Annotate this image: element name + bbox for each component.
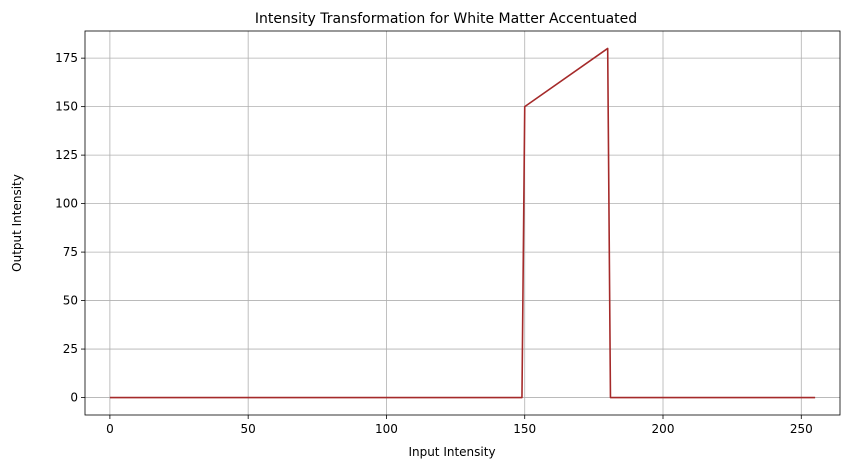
x-tick-label: 250	[790, 422, 813, 436]
grid	[85, 31, 840, 415]
series-line	[109, 47, 816, 399]
y-axis-label: Output Intensity	[10, 174, 24, 272]
y-tick-label: 100	[55, 197, 78, 211]
x-ticks: 0 50 100 150 200 250	[106, 415, 813, 436]
chart-title: Intensity Transformation for White Matte…	[255, 11, 637, 27]
y-tick-label: 150	[55, 100, 78, 114]
plot-frame	[84, 30, 841, 416]
y-tick-label: 0	[70, 391, 78, 405]
y-tick-label: 75	[63, 245, 78, 259]
x-axis-label: Input Intensity	[408, 445, 495, 459]
x-tick-label: 50	[241, 422, 256, 436]
y-tick-label: 25	[63, 342, 78, 356]
x-tick-label: 100	[375, 422, 398, 436]
y-tick-label: 175	[55, 51, 78, 65]
series-layer	[109, 47, 816, 399]
x-tick-label: 0	[106, 422, 114, 436]
y-tick-label: 125	[55, 148, 78, 162]
x-tick-label: 150	[513, 422, 536, 436]
y-tick-label: 50	[63, 294, 78, 308]
y-ticks: 0 25 50 75 100 125 150 175	[55, 51, 85, 405]
x-tick-label: 200	[652, 422, 675, 436]
